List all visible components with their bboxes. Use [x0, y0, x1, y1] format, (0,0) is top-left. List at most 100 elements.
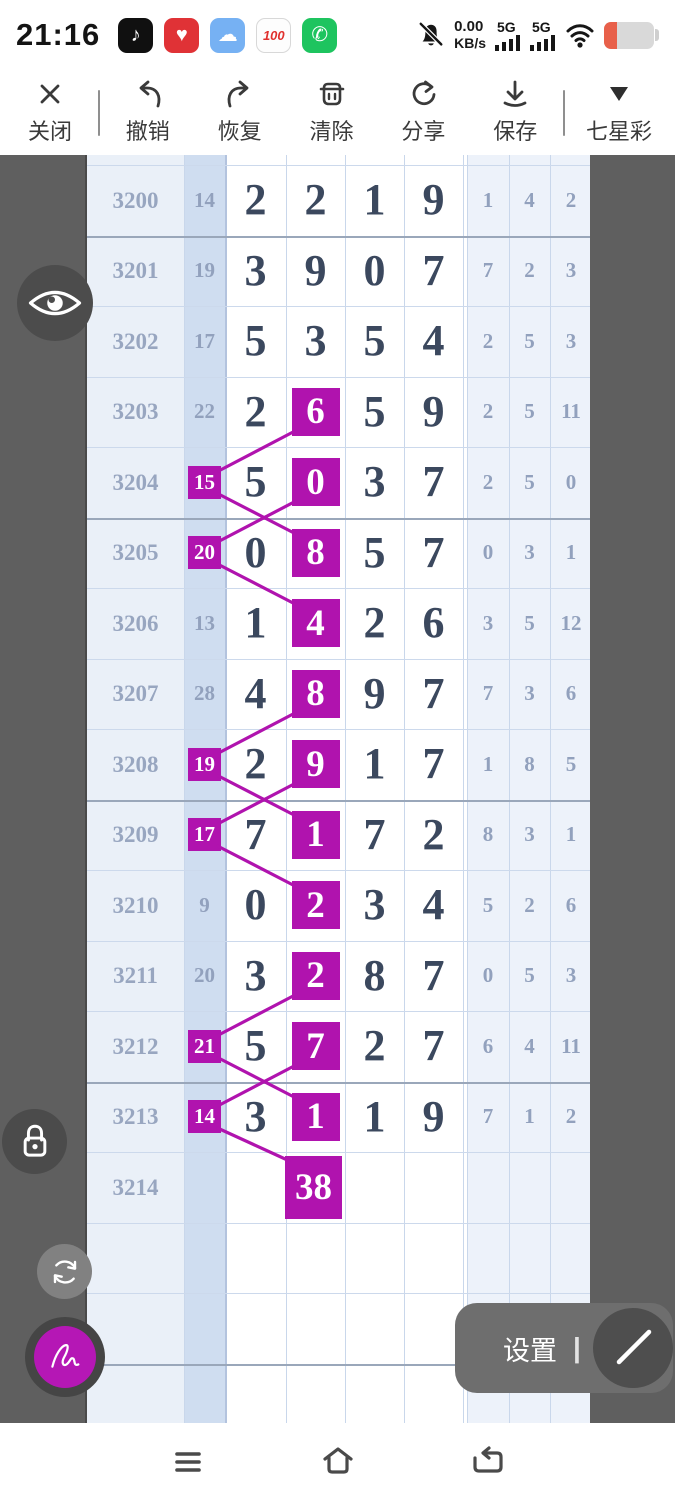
lottery-type-selector[interactable]: 七星彩 — [569, 79, 669, 146]
cell-sum[interactable]: 28 — [194, 681, 215, 706]
cell-digit[interactable]: 6 — [422, 598, 445, 648]
cell-extra: 6 — [482, 1033, 494, 1058]
cell-digit[interactable]: 3 — [363, 880, 386, 930]
redo-button[interactable]: 恢复 — [196, 79, 284, 146]
cell-sum[interactable]: 20 — [194, 963, 215, 988]
cell-sum-highlight[interactable]: 17 — [188, 818, 221, 852]
cell-sum[interactable]: 17 — [194, 328, 215, 353]
cell-digit-highlight[interactable]: 1 — [291, 810, 340, 859]
cell-digit[interactable]: 4 — [244, 668, 267, 718]
cell-digit[interactable]: 7 — [422, 1021, 445, 1071]
cell-extra: 4 — [524, 187, 535, 212]
cell-extra: 5 — [482, 892, 494, 917]
cell-digit[interactable]: 5 — [363, 386, 386, 436]
toggle-visibility-button[interactable] — [17, 265, 93, 341]
cell-digit[interactable]: 7 — [363, 809, 386, 859]
close-button[interactable]: 关闭 — [6, 79, 94, 146]
settings-panel[interactable]: 设置 | — [455, 1303, 673, 1393]
cell-digit[interactable]: 9 — [422, 1091, 445, 1141]
cell-digit[interactable]: 2 — [422, 809, 445, 859]
cell-digit-highlight[interactable]: 9 — [291, 740, 340, 789]
cell-digit[interactable]: 0 — [363, 245, 386, 295]
cell-sum-highlight[interactable]: 15 — [188, 465, 221, 499]
cell-digit[interactable]: 3 — [304, 316, 327, 366]
cell-digit-highlight[interactable]: 8 — [291, 669, 340, 718]
cell-digit[interactable]: 3 — [363, 457, 386, 507]
cell-digit[interactable]: 3 — [244, 950, 267, 1000]
line-tool-button[interactable] — [592, 1308, 673, 1388]
home-button[interactable] — [321, 1445, 355, 1479]
cell-digit[interactable]: 7 — [422, 739, 445, 789]
lock-button[interactable] — [2, 1109, 67, 1174]
cell-period: 3211 — [113, 963, 158, 989]
cell-digit[interactable]: 0 — [244, 527, 267, 577]
cell-draw-number[interactable]: 38 — [285, 1155, 342, 1219]
settings-label[interactable]: 设置 — [503, 1335, 557, 1366]
cell-digit[interactable]: 2 — [244, 739, 267, 789]
cell-digit[interactable]: 7 — [422, 527, 445, 577]
cell-period: 3203 — [112, 399, 159, 425]
cell-digit[interactable]: 1 — [244, 598, 267, 648]
cell-digit-highlight[interactable]: 8 — [291, 528, 340, 577]
undo-button[interactable]: 撤销 — [104, 79, 192, 146]
recent-apps-button[interactable] — [171, 1445, 205, 1479]
cell-digit[interactable]: 2 — [363, 598, 386, 648]
cell-digit[interactable]: 9 — [363, 668, 386, 718]
cell-extra: 2 — [482, 328, 494, 353]
cell-digit-highlight[interactable]: 0 — [291, 458, 340, 507]
cell-digit[interactable]: 2 — [304, 175, 327, 225]
cell-sum-highlight[interactable]: 19 — [188, 747, 221, 781]
share-button[interactable]: 分享 — [379, 79, 467, 146]
cell-digit[interactable]: 7 — [422, 245, 445, 295]
cell-sum[interactable]: 14 — [194, 187, 215, 212]
cell-digit-highlight[interactable]: 1 — [291, 1092, 340, 1141]
cell-digit[interactable]: 2 — [244, 386, 267, 436]
cell-sum[interactable]: 22 — [194, 399, 215, 424]
cell-digit[interactable]: 5 — [244, 316, 267, 366]
clear-button[interactable]: 清除 — [288, 79, 376, 146]
cell-digit[interactable]: 5 — [363, 527, 386, 577]
cell-digit[interactable]: 7 — [244, 809, 267, 859]
cell-digit[interactable]: 1 — [363, 175, 386, 225]
cell-sum[interactable]: 19 — [194, 258, 215, 283]
save-button[interactable]: 保存 — [471, 79, 559, 146]
cell-digit-highlight[interactable]: 6 — [291, 387, 340, 436]
cell-digit[interactable]: 5 — [363, 316, 386, 366]
cell-digit[interactable]: 9 — [304, 245, 327, 295]
cell-digit[interactable]: 9 — [422, 386, 445, 436]
cell-digit[interactable]: 0 — [244, 880, 267, 930]
cell-digit-highlight[interactable]: 4 — [291, 599, 340, 648]
refresh-button[interactable] — [37, 1244, 92, 1299]
back-button[interactable] — [471, 1445, 505, 1479]
cell-digit[interactable]: 3 — [244, 1091, 267, 1141]
cell-digit[interactable]: 1 — [363, 1091, 386, 1141]
cell-digit[interactable]: 7 — [422, 668, 445, 718]
cell-digit-highlight[interactable]: 2 — [291, 951, 340, 1000]
cell-sum[interactable]: 13 — [194, 610, 215, 635]
cell-digit[interactable]: 1 — [363, 739, 386, 789]
cell-digit[interactable]: 7 — [422, 950, 445, 1000]
download-icon — [503, 80, 527, 107]
cell-extra: 1 — [482, 187, 494, 212]
cell-period: 3213 — [112, 1104, 159, 1130]
draw-mode-button[interactable] — [25, 1317, 105, 1397]
cell-period: 3212 — [112, 1033, 159, 1059]
cell-digit-highlight[interactable]: 2 — [291, 881, 340, 930]
cell-period: 3210 — [112, 892, 159, 918]
cell-sum-highlight[interactable]: 21 — [188, 1029, 221, 1063]
cell-digit[interactable]: 4 — [422, 316, 445, 366]
cell-digit[interactable]: 2 — [363, 1021, 386, 1071]
cell-sum-highlight[interactable]: 20 — [188, 536, 221, 570]
cell-sum[interactable]: 9 — [199, 892, 210, 917]
cell-digit[interactable]: 2 — [244, 175, 267, 225]
cell-sum-highlight[interactable]: 14 — [188, 1100, 221, 1134]
cell-digit[interactable]: 5 — [244, 457, 267, 507]
cell-digit[interactable]: 4 — [422, 880, 445, 930]
lottery-trend-sheet[interactable]: 3200 14 2 2 1 9 1 4 2 3201 19 3 9 0 7 7 2 3 3202 17 5 3 5 4 2 5 3 3… — [85, 155, 590, 1423]
cell-digit[interactable]: 8 — [363, 950, 386, 1000]
cell-digit-highlight[interactable]: 7 — [291, 1022, 340, 1071]
cell-digit[interactable]: 3 — [244, 245, 267, 295]
cell-digit[interactable]: 7 — [422, 457, 445, 507]
cell-digit[interactable]: 5 — [244, 1021, 267, 1071]
cell-digit[interactable]: 9 — [422, 175, 445, 225]
